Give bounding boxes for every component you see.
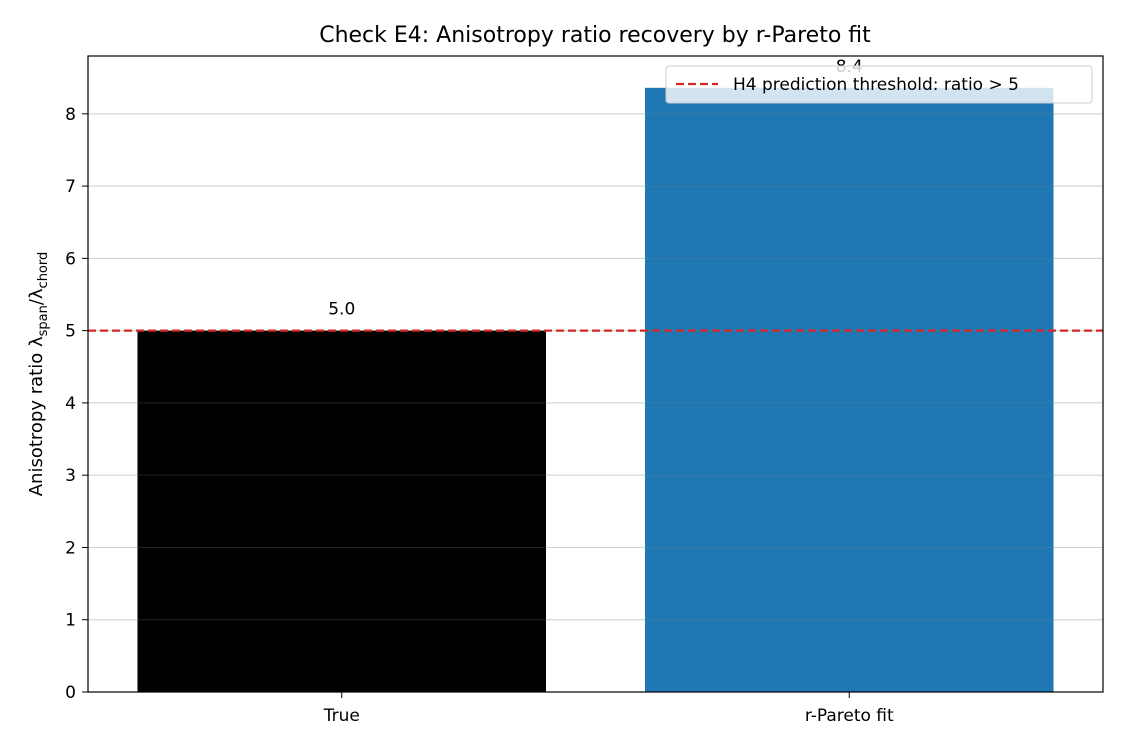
y-tick-label: 7 xyxy=(65,177,76,197)
y-ticks: 0 1 2 3 4 5 6 7 8 xyxy=(65,105,88,703)
y-tick-label: 6 xyxy=(65,249,76,269)
bars xyxy=(88,87,1103,693)
y-axis-label: Anisotropy ratio λspan/λchord xyxy=(26,252,51,497)
x-tick-label: r-Pareto fit xyxy=(805,706,894,726)
y-tick-label: 4 xyxy=(65,394,76,414)
y-tick-label: 2 xyxy=(65,538,76,558)
y-tick-label: 3 xyxy=(65,466,76,486)
y-tick-label: 8 xyxy=(65,105,76,125)
x-tick-label: True xyxy=(323,706,360,726)
axes-frame xyxy=(87,55,1104,693)
chart-title: Check E4: Anisotropy ratio recovery by r… xyxy=(319,23,871,48)
legend: H4 prediction threshold: ratio > 5 xyxy=(665,65,1093,104)
y-tick-label: 1 xyxy=(65,611,76,631)
axes xyxy=(87,55,1104,693)
bar xyxy=(137,330,547,692)
y-tick-label: 5 xyxy=(65,322,76,342)
y-tick-label: 0 xyxy=(65,683,76,703)
legend-threshold-label: H4 prediction threshold: ratio > 5 xyxy=(733,75,1019,95)
legend-box xyxy=(665,65,1093,104)
x-ticks: True r-Pareto fit xyxy=(323,692,894,726)
bar-value-label: 5.0 xyxy=(328,300,355,320)
bar xyxy=(644,87,1054,693)
